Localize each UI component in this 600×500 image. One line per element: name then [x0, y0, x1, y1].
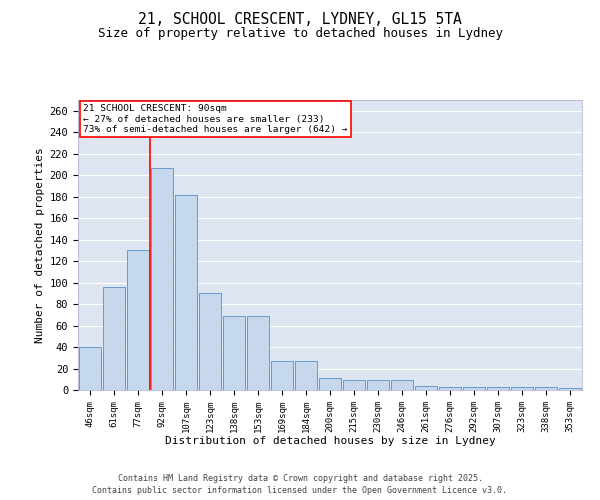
Bar [199, 294, 221, 390]
Bar [487, 387, 509, 390]
Bar [103, 287, 125, 390]
Bar [343, 380, 365, 390]
Bar [511, 387, 533, 390]
Bar [415, 386, 437, 390]
Bar [223, 316, 245, 390]
Text: 21, SCHOOL CRESCENT, LYDNEY, GL15 5TA: 21, SCHOOL CRESCENT, LYDNEY, GL15 5TA [138, 12, 462, 28]
Bar [271, 361, 293, 390]
Bar [319, 378, 341, 390]
Bar [151, 168, 173, 390]
Bar [535, 387, 557, 390]
Bar [79, 347, 101, 390]
Bar [127, 250, 149, 390]
Text: Size of property relative to detached houses in Lydney: Size of property relative to detached ho… [97, 28, 503, 40]
Bar [247, 316, 269, 390]
Bar [391, 380, 413, 390]
Text: 21 SCHOOL CRESCENT: 90sqm
← 27% of detached houses are smaller (233)
73% of semi: 21 SCHOOL CRESCENT: 90sqm ← 27% of detac… [83, 104, 347, 134]
X-axis label: Distribution of detached houses by size in Lydney: Distribution of detached houses by size … [164, 436, 496, 446]
Bar [439, 387, 461, 390]
Text: Contains HM Land Registry data © Crown copyright and database right 2025.
Contai: Contains HM Land Registry data © Crown c… [92, 474, 508, 495]
Bar [367, 380, 389, 390]
Bar [463, 387, 485, 390]
Bar [295, 361, 317, 390]
Bar [559, 388, 581, 390]
Bar [175, 194, 197, 390]
Y-axis label: Number of detached properties: Number of detached properties [35, 147, 46, 343]
